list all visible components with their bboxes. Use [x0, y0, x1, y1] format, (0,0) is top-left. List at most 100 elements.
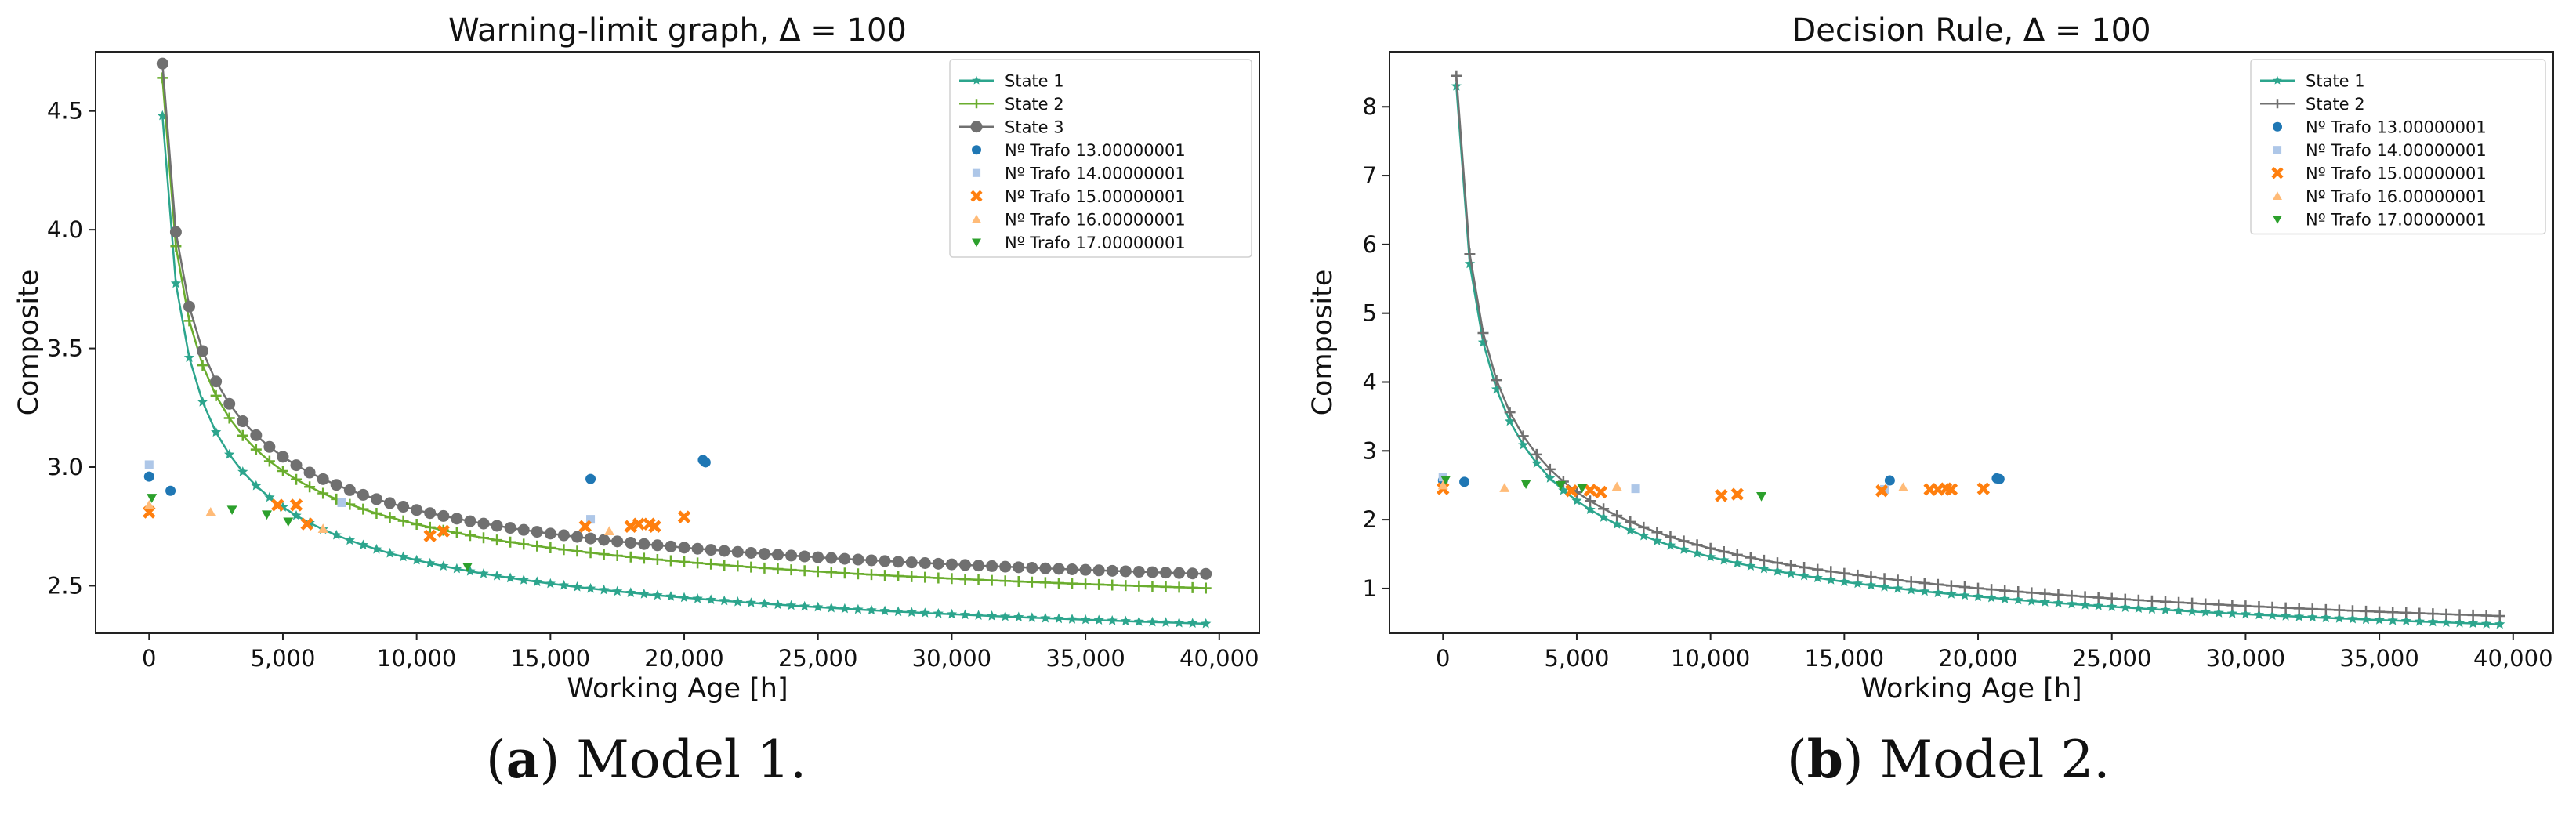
curve-marker: [1066, 563, 1078, 576]
curve-marker: [2052, 589, 2064, 600]
curve-marker: [505, 536, 516, 548]
curve-marker: [1892, 574, 1904, 586]
curve-marker: [1691, 548, 1703, 558]
curve-marker: [2160, 596, 2171, 607]
data-point: [648, 520, 661, 533]
curve-marker: [344, 498, 356, 510]
curve-marker: [2387, 614, 2398, 625]
curve-marker: [1120, 615, 1131, 626]
curve-marker: [1039, 562, 1052, 574]
curve-marker: [2347, 613, 2358, 624]
curve-marker: [665, 555, 676, 567]
curve-marker: [2400, 607, 2412, 618]
curve-marker: [183, 352, 195, 363]
curve-marker: [1200, 582, 1212, 594]
legend-marker: [2273, 99, 2282, 109]
curve-marker: [491, 534, 503, 546]
curve-marker: [384, 547, 396, 558]
curve-marker: [625, 587, 636, 597]
curve-marker: [1678, 535, 1690, 547]
curve-marker: [959, 574, 971, 585]
curve-marker: [839, 552, 851, 565]
curve-marker: [1745, 560, 1756, 571]
legend-marker: [2273, 191, 2282, 201]
curve-marker: [759, 598, 770, 608]
curve-marker: [210, 375, 223, 388]
curve-marker: [237, 415, 249, 428]
curve-marker: [759, 562, 770, 574]
curve-marker: [2039, 596, 2050, 607]
curve-marker: [879, 605, 890, 616]
data-point: [147, 494, 158, 503]
curve-marker: [2026, 596, 2037, 606]
curve-marker: [1067, 578, 1078, 589]
legend-label: State 3: [1005, 118, 1064, 136]
curve-marker: [411, 504, 423, 516]
y-tick-label: 1: [1363, 575, 1377, 602]
curve-marker: [1759, 563, 1770, 574]
x-tick-label: 20,000: [644, 645, 723, 672]
data-point: [677, 510, 691, 523]
curve-marker: [2092, 592, 2104, 603]
curve-marker: [2213, 599, 2225, 610]
curve-marker: [170, 277, 182, 288]
curve-marker: [464, 515, 476, 527]
curve-marker: [1119, 565, 1132, 578]
curve-marker: [397, 501, 410, 513]
legend-marker: [970, 190, 983, 202]
curve-marker: [892, 556, 904, 568]
curve-marker: [1013, 576, 1024, 588]
series-trafo: [1437, 480, 1908, 492]
series-trafo: [147, 494, 473, 572]
curve-marker: [2374, 614, 2385, 625]
curve-marker: [558, 544, 570, 556]
curve-marker: [2200, 598, 2212, 610]
curve-state-3: [156, 57, 1212, 580]
curve-marker: [1758, 554, 1770, 566]
curve-marker: [2333, 604, 2345, 616]
curve-marker: [2454, 617, 2465, 628]
curve-marker: [1718, 545, 1730, 557]
curve-marker: [1625, 516, 1636, 527]
curve-marker: [799, 600, 810, 611]
curve-marker: [1812, 572, 1823, 583]
curve-marker: [2133, 603, 2144, 613]
curve-marker: [1133, 580, 1145, 592]
curve-marker: [1772, 565, 1783, 576]
curve-marker: [1825, 574, 1836, 585]
curve-marker: [237, 429, 248, 441]
data-point: [1976, 482, 1991, 495]
curve-marker: [251, 480, 262, 491]
curve-marker: [999, 560, 1012, 573]
curve-marker: [531, 526, 543, 538]
data-point: [624, 520, 637, 533]
data-point: [226, 505, 237, 516]
curve-marker: [2200, 607, 2211, 617]
curve-marker: [1932, 578, 1944, 590]
curve-marker: [1585, 504, 1596, 514]
curve-marker: [585, 547, 596, 559]
curve-marker: [2079, 600, 2091, 610]
curve-marker: [919, 607, 930, 618]
curve-marker: [223, 397, 236, 410]
curve-marker: [1545, 473, 1556, 483]
curve-marker: [1040, 612, 1051, 623]
data-point: [1875, 484, 1889, 498]
legend-label: Nº Trafo 15.00000001: [1005, 187, 1186, 206]
curve-marker: [517, 523, 530, 536]
data-point: [1564, 484, 1578, 498]
curve-marker: [183, 300, 195, 313]
curve-marker: [1933, 587, 1944, 598]
curve-marker: [170, 241, 182, 252]
curve-marker: [651, 539, 664, 552]
chart-1: Warning-limit graph, Δ = 100 0 5,000 10,000…: [13, 13, 1260, 705]
legend-label: State 2: [2306, 95, 2365, 114]
curve-marker: [1132, 566, 1145, 578]
curve-marker: [491, 570, 502, 581]
curve-marker: [2026, 587, 2038, 599]
data-point: [317, 523, 328, 533]
series-trafo: [144, 460, 596, 524]
curve-marker: [958, 559, 971, 571]
legend: State 1 State 2 Nº Trafo 13.00000001 Nº Tra…: [2250, 59, 2546, 235]
curve-marker: [852, 568, 864, 580]
